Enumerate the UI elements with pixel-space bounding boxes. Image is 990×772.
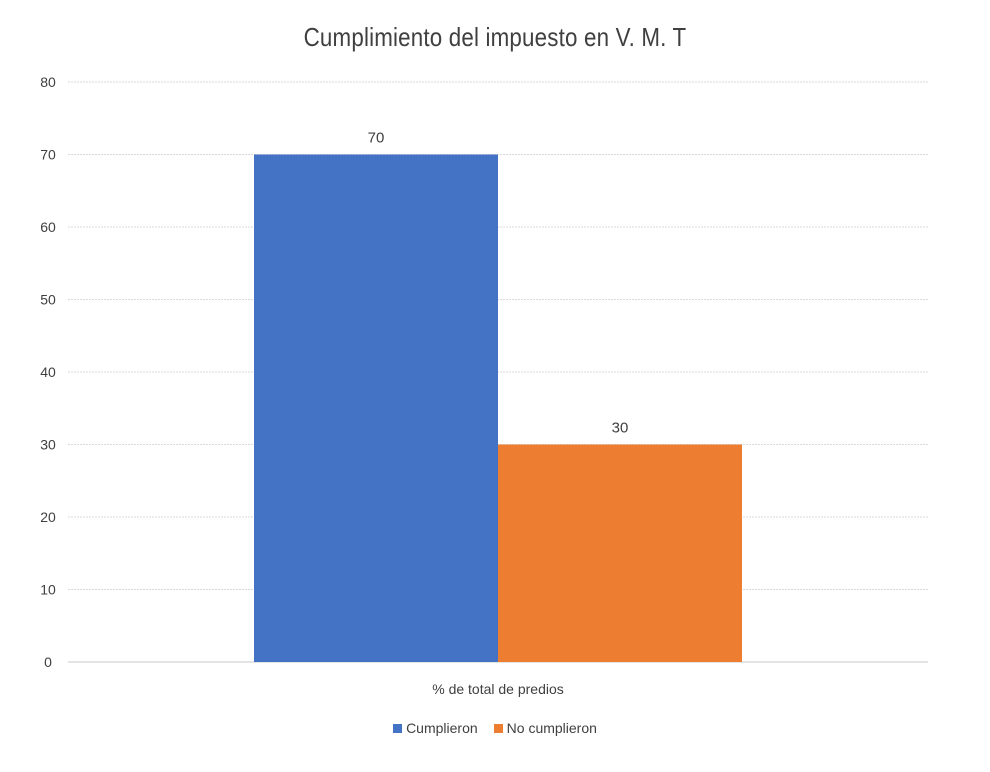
y-tick-label: 20 [40,509,56,525]
legend-label: Cumplieron [406,720,478,736]
y-tick-label: 80 [40,74,56,90]
data-label: 30 [612,420,629,437]
legend: Cumplieron No cumplieron [0,720,990,736]
x-axis-categories: % de total de predios [432,681,564,697]
y-tick-label: 50 [40,292,56,308]
legend-swatch [493,723,503,733]
y-tick-label: 40 [40,364,56,380]
y-tick-label: 70 [40,147,56,163]
y-tick-label: 0 [44,654,52,670]
chart-title: Cumplimiento del impuesto en V. M. T [303,22,687,52]
bars [254,154,742,662]
legend-item-no-cumplieron: No cumplieron [493,720,597,736]
bar-no-cumplieron [498,444,742,662]
y-tick-label: 10 [40,582,56,598]
y-axis-ticks: 0 10 20 30 40 50 60 70 80 [40,74,56,670]
y-tick-label: 30 [40,437,56,453]
legend-label: No cumplieron [506,720,597,736]
data-label: 70 [368,130,385,147]
y-tick-label: 60 [40,219,56,235]
x-category-label: % de total de predios [432,681,564,697]
legend-swatch [393,723,403,733]
bar-cumplieron [254,154,498,662]
data-labels: 70 30 [368,130,629,437]
legend-item-cumplieron: Cumplieron [393,720,478,736]
